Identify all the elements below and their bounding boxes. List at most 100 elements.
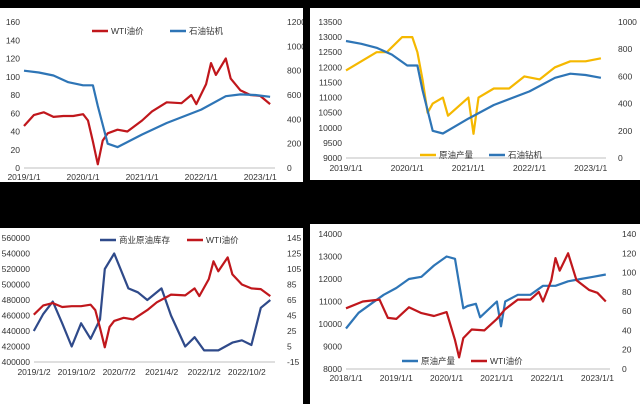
y-left-tick-label: 9000 [323,342,342,352]
chart-svg-3: 8000 9000 10000 11000 12000 13000 14000 0 20 40 60… [318,229,636,383]
y-right-tick-label: 25 [287,326,297,336]
series-line-WTI油价 [345,252,607,359]
y-right-tick-label: 40 [622,325,632,335]
x-tick-label: 2022/1/1 [185,172,218,182]
y-right-tick-label: 200 [618,126,632,136]
y-right-tick-label: 45 [287,311,297,321]
y-right-tick-label: 1200 [287,17,303,27]
y-left-tick-label: 500000 [2,280,31,290]
y-left-tick-label: 12500 [318,47,342,57]
y-left-tick-label: 11500 [319,77,342,87]
y-left-tick-label: 11000 [319,297,342,307]
x-tick-label: 2019/10/2 [58,367,96,377]
x-tick-label: 2021/4/2 [145,367,178,377]
y-right-tick-label: 140 [622,229,636,239]
chart-svg-1: 9000950010000105001100011500120001250013… [318,17,637,173]
y-left-tick-label: 9500 [323,138,342,148]
x-tick-label: 2020/7/2 [103,367,136,377]
y-right-tick-label: 80 [622,287,632,297]
series-line-WTI油价 [23,57,271,166]
x-tick-label: 2018/1/1 [329,373,362,383]
y-left-tick-label: 8000 [323,364,342,374]
y-left-tick-label: 80 [11,90,21,100]
x-tick-label: 2019/1/1 [7,172,40,182]
y-left-tick-label: 13000 [318,32,342,42]
series-line-WTI油价 [33,256,271,349]
y-right-tick-label: 125 [287,249,301,259]
legend-label: 原油产量 [439,150,474,160]
y-left-tick-label: 420000 [2,342,31,352]
y-right-tick-label: 0 [287,163,292,173]
y-left-tick-label: 520000 [2,264,31,274]
y-left-tick-label: 20 [11,145,21,155]
y-right-tick-label: 0 [618,153,623,163]
y-left-tick-label: 10000 [318,123,342,133]
y-right-tick-label: 1000 [618,17,637,27]
y-right-tick-label: 145 [287,233,301,243]
chart-svg-2: 400000 420000 440000 460000 480000 500000 5200… [2,233,302,377]
y-left-tick-label: 100 [6,72,20,82]
chart-panel-wti-vs-rigs: 0 20 40 60 80 100 120 140 160 0 200 400 600 800 1000 12… [0,8,303,182]
y-left-tick-label: 11000 [319,93,342,103]
y-left-tick-label: 10500 [318,108,342,118]
legend-label: 石油钻机 [508,150,543,160]
chart-panel-production-vs-rigs: 9000 9500 10000 10500 11000 11500 12000 12500 13… [310,8,640,180]
series-line-石油钻机 [23,69,271,149]
y-right-tick-label: 600 [618,71,632,81]
y-left-tick-label: 400000 [2,357,31,367]
y-right-tick-label: 1000 [287,41,303,51]
x-tick-label: 2020/1/1 [391,163,424,173]
chart-svg-0: 0 20 40 60 80 100 120 140 160 0 200 400 600 800 1000 12… [6,17,303,182]
y-right-tick-label: 800 [618,44,632,54]
legend-label: WTI油价 [111,26,144,36]
y-left-tick-label: 560000 [2,233,31,243]
y-right-tick-label: 400 [618,99,632,109]
y-right-tick-label: 120 [622,248,636,258]
x-tick-label: 2022/1/1 [531,373,564,383]
x-tick-label: 2023/1/1 [574,163,607,173]
y-left-tick-label: 12000 [318,274,342,284]
x-tick-label: 2019/1/1 [380,373,413,383]
y-right-tick-label: 0 [622,364,627,374]
x-tick-label: 2022/1/1 [513,163,546,173]
y-left-tick-label: 9000 [323,153,342,163]
y-right-tick-label: 600 [287,90,301,100]
y-left-tick-label: 13500 [318,17,342,27]
x-tick-label: 2023/1/1 [581,373,614,383]
x-tick-label: 2021/1/1 [452,163,485,173]
series-line-石油钻机 [345,39,602,135]
series-line-原油产量 [345,255,606,330]
y-left-tick-label: 540000 [2,249,31,259]
legend-label: 原油产量 [421,356,456,366]
y-right-tick-label: 800 [287,66,301,76]
y-right-tick-label: 20 [622,345,632,355]
y-left-tick-label: 14000 [318,229,342,239]
legend-label: WTI油价 [206,235,239,245]
y-right-tick-label: 400 [287,114,301,124]
y-right-tick-label: 100 [622,268,636,278]
legend-label: WTI油价 [490,356,523,366]
x-tick-label: 2019/1/2 [17,367,50,377]
y-right-tick-label: 60 [622,306,632,316]
y-left-tick-label: 160 [6,17,20,27]
legend-label: 商业原油库存 [119,235,171,245]
x-tick-label: 2021/1/1 [126,172,159,182]
y-left-tick-label: 120 [6,54,20,64]
x-tick-label: 2020/1/1 [430,373,463,383]
y-right-tick-label: -15 [287,357,300,367]
chart-panel-production-vs-wti: 8000 9000 10000 11000 12000 13000 14000 0 20 40 60… [310,224,640,404]
legend-label: 石油钻机 [189,26,224,36]
y-left-tick-label: 60 [11,108,21,118]
x-tick-label: 2020/1/1 [67,172,100,182]
x-tick-label: 2021/1/1 [480,373,513,383]
y-right-tick-label: 105 [287,264,301,274]
x-tick-label: 2023/1/1 [244,172,277,182]
x-tick-label: 2019/1/1 [329,163,362,173]
y-left-tick-label: 0 [15,163,20,173]
y-right-tick-label: 5 [287,342,292,352]
y-left-tick-label: 140 [6,35,20,45]
chart-panel-inventory-vs-wti: 400000 420000 440000 460000 480000 500000 5200… [0,228,303,404]
y-left-tick-label: 12000 [318,62,342,72]
y-left-tick-label: 440000 [2,326,31,336]
y-left-tick-label: 480000 [2,295,31,305]
